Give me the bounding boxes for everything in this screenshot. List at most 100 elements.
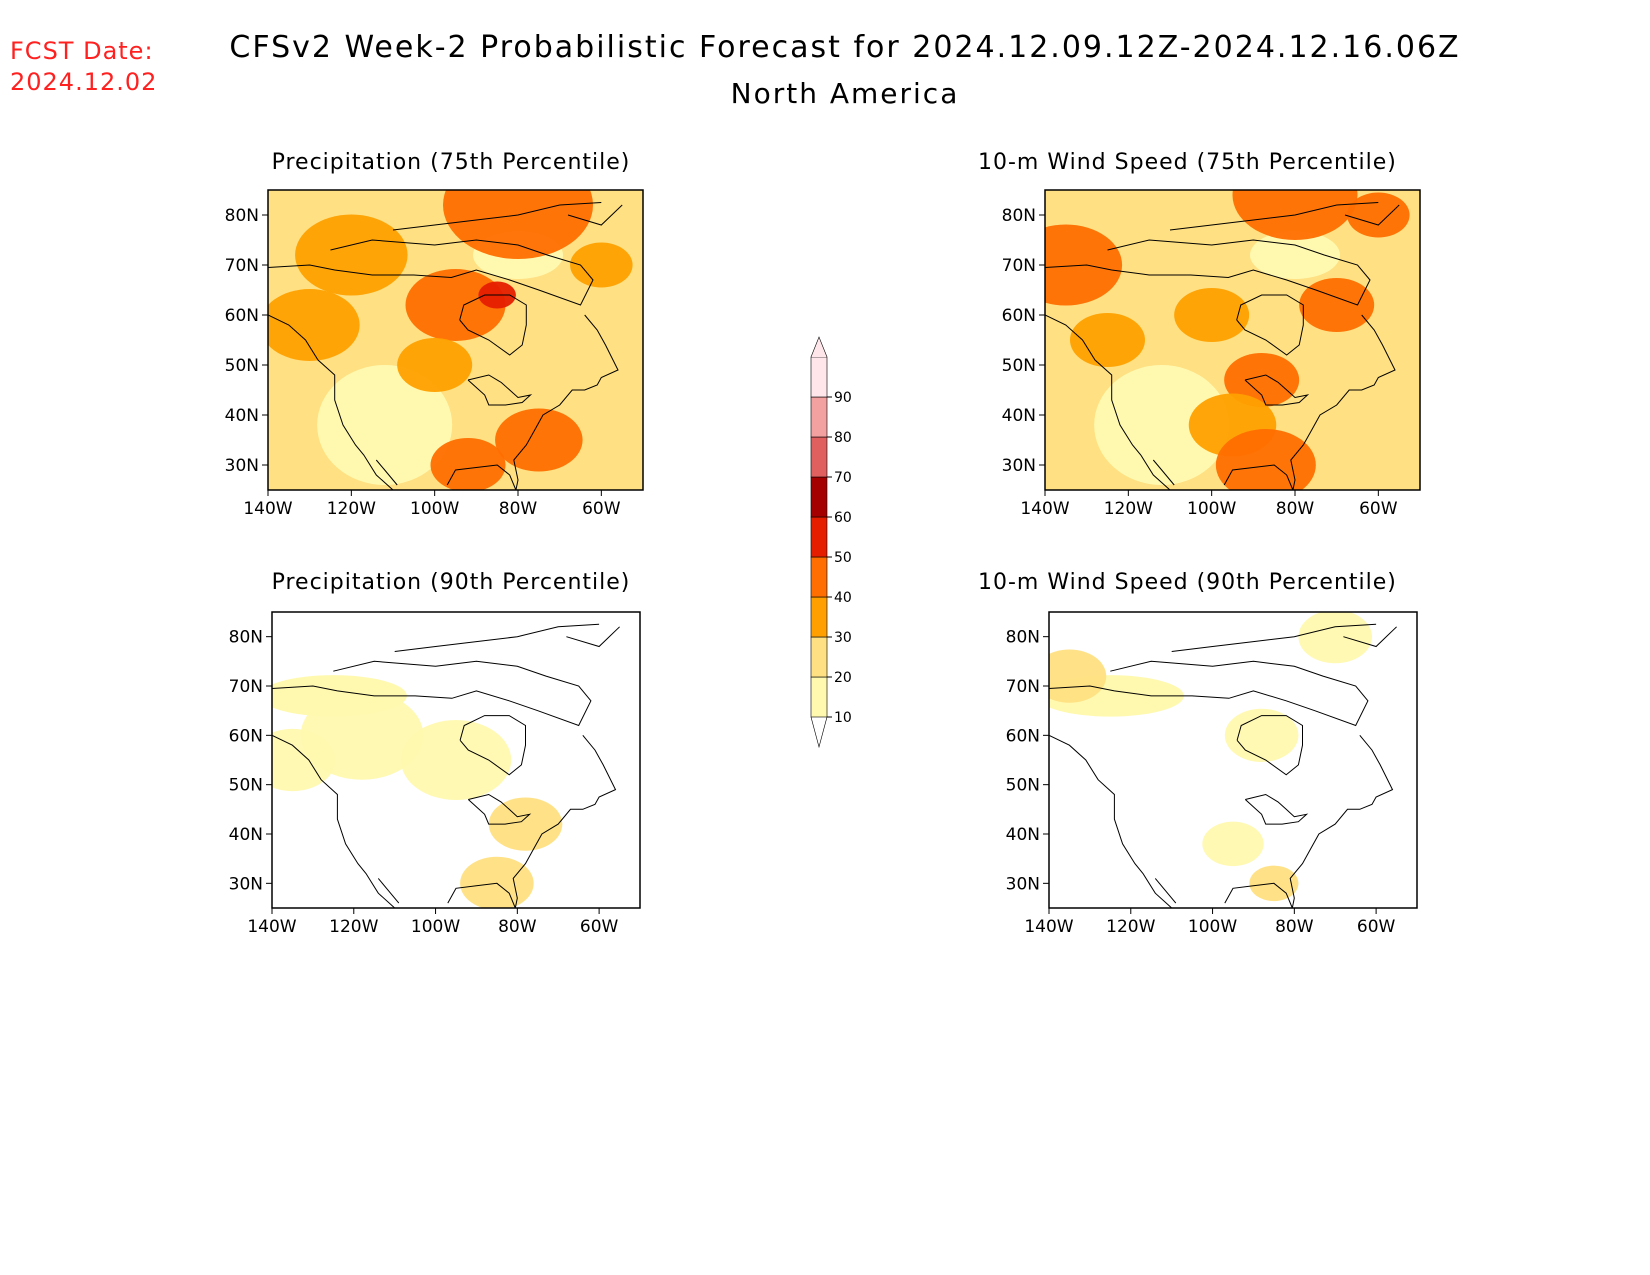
lat-tick-label: 80N <box>229 628 263 648</box>
map-shade <box>1070 313 1145 367</box>
forecast-date: FCST Date: 2024.12.02 <box>10 36 157 98</box>
colorbar-swatch <box>810 516 828 558</box>
lon-tick-label: 60W <box>1359 499 1398 519</box>
colorbar-label: 70 <box>834 470 852 486</box>
map-shade <box>1347 192 1410 238</box>
coastline <box>566 626 620 648</box>
coastline <box>272 660 592 727</box>
lat-tick-label: 70N <box>229 677 263 697</box>
forecast-date-label: FCST Date: <box>10 37 154 65</box>
colorbar-swatch <box>810 396 828 438</box>
lat-tick-label: 80N <box>225 206 259 226</box>
lon-tick-label: 60W <box>580 917 619 937</box>
lon-tick-label: 140W <box>247 917 296 937</box>
map-shade <box>317 365 453 485</box>
map-shade <box>443 190 593 259</box>
colorbar-bottom-cap <box>810 716 828 749</box>
map-shade <box>1250 231 1340 279</box>
lon-tick-label: 100W <box>1187 499 1236 519</box>
lat-tick-label: 30N <box>225 456 259 476</box>
panel-title-precip75: Precipitation (75th Percentile) <box>271 150 631 175</box>
lon-tick-label: 120W <box>1104 499 1153 519</box>
lat-tick-label: 70N <box>1006 677 1040 697</box>
lon-tick-label: 120W <box>329 917 378 937</box>
map-frame <box>271 611 641 909</box>
map-panel-wind75: 80N 70N 60N 50N 40N 30N 140W 120W 100W 80W 60W <box>1002 189 1421 519</box>
colorbar-swatch <box>810 676 828 718</box>
map-shade <box>400 720 512 800</box>
lat-tick-label: 70N <box>1002 256 1036 276</box>
map-shade <box>1215 429 1316 490</box>
map-frame <box>267 189 644 491</box>
lat-tick-label: 30N <box>1002 456 1036 476</box>
colorbar-label: 60 <box>834 510 852 526</box>
colorbar-swatch <box>810 436 828 478</box>
coastline <box>567 204 623 226</box>
coastline <box>1049 660 1369 727</box>
coastline <box>1223 314 1396 490</box>
map-shade <box>1298 612 1373 664</box>
coastline <box>1343 626 1397 648</box>
lat-tick-label: 30N <box>1006 874 1040 894</box>
lon-tick-label: 100W <box>410 499 459 519</box>
lon-tick-label: 120W <box>1106 917 1155 937</box>
colorbar-label: 80 <box>834 430 852 446</box>
page-title-text: CFSv2 Week-2 Probabilistic Forecast for … <box>229 30 1461 65</box>
page-title: CFSv2 Week-2 Probabilistic Forecast for … <box>0 30 1650 65</box>
coastline <box>394 623 600 652</box>
coastline <box>377 878 400 904</box>
colorbar-top-cap <box>810 336 828 358</box>
map-shade <box>1224 708 1299 762</box>
colorbar-label: 20 <box>834 670 852 686</box>
lon-tick-label: 60W <box>582 499 621 519</box>
colorbar-label: 40 <box>834 590 852 606</box>
map-frame <box>1048 611 1418 909</box>
lon-tick-label: 140W <box>1020 499 1069 519</box>
map-shade <box>1094 365 1230 485</box>
lat-tick-label: 50N <box>1002 356 1036 376</box>
coastline <box>467 374 533 406</box>
map-shade <box>268 289 360 361</box>
coastline <box>1045 239 1371 306</box>
lat-tick-label: 60N <box>229 726 263 746</box>
map-shade <box>488 797 563 851</box>
coastline <box>459 715 526 776</box>
map-shade <box>460 856 534 908</box>
lon-tick-label: 140W <box>243 499 292 519</box>
coastline <box>1171 623 1377 652</box>
map-fill-precip90 <box>272 612 640 908</box>
coastline <box>446 314 619 490</box>
lon-tick-label: 120W <box>327 499 376 519</box>
panel-title-wind90: 10-m Wind Speed (90th Percentile) <box>978 570 1397 595</box>
map-panel-precip90: 80N 70N 60N 50N 40N 30N 140W 120W 100W 80W 60W <box>229 611 641 937</box>
colorbar-label: 90 <box>834 390 852 406</box>
colorbar-swatch <box>810 596 828 638</box>
colorbar-swatch <box>810 556 828 598</box>
map-shade <box>1174 288 1250 342</box>
coastline <box>1244 793 1309 825</box>
colorbar-swatch <box>810 356 828 398</box>
lat-tick-label: 40N <box>1006 825 1040 845</box>
map-panel-wind90: 80N 70N 60N 50N 40N 30N 140W 120W 100W 80W 60W <box>1006 611 1418 937</box>
colorbar-label: 50 <box>834 550 852 566</box>
coastline <box>1244 374 1310 406</box>
coastline <box>268 314 394 490</box>
lat-tick-label: 70N <box>225 256 259 276</box>
coastline <box>1154 878 1177 904</box>
lat-tick-label: 80N <box>1006 628 1040 648</box>
coastline <box>1236 294 1304 356</box>
lat-tick-label: 40N <box>225 406 259 426</box>
lon-tick-label: 80W <box>499 499 538 519</box>
lat-tick-label: 60N <box>1002 306 1036 326</box>
page-subtitle: North America <box>730 77 960 110</box>
coastline <box>459 294 527 356</box>
coastline <box>447 734 617 908</box>
map-shade <box>397 338 473 392</box>
map-shade <box>1224 353 1300 407</box>
coastline <box>392 202 602 231</box>
map-shade <box>295 214 408 296</box>
lat-tick-label: 40N <box>229 825 263 845</box>
lon-tick-label: 80W <box>498 917 537 937</box>
lon-tick-label: 80W <box>1276 499 1315 519</box>
